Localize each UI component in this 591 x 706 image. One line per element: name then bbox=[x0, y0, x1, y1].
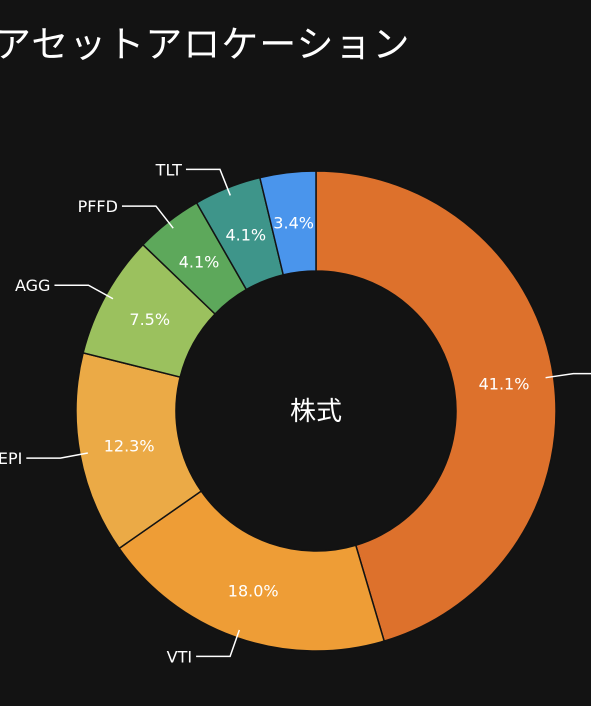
leader-line-agg bbox=[54, 284, 114, 300]
slice-vt bbox=[315, 170, 557, 643]
leader-line-epi bbox=[26, 452, 88, 459]
pct-label-epi: 12.3% bbox=[104, 436, 155, 455]
labels-layer: 41.1%VT18.0%VTI12.3%EPI7.5%AGG4.1%PFFD4.… bbox=[0, 160, 530, 666]
page-title: アセットアロケーション bbox=[0, 23, 411, 66]
slice-other bbox=[258, 170, 317, 276]
leader-line-vti bbox=[196, 629, 241, 658]
pct-label-vt: 41.1% bbox=[479, 375, 530, 394]
pct-label-tlt: 4.1% bbox=[225, 225, 266, 244]
leader-line-vt bbox=[545, 372, 591, 379]
slice-vti bbox=[118, 490, 386, 652]
leader-line-tlt bbox=[185, 168, 231, 196]
leader-lines-layer bbox=[26, 168, 591, 658]
pct-label-vti: 18.0% bbox=[228, 581, 279, 600]
leader-line-pffd bbox=[121, 205, 174, 229]
category-label-vti: VTI bbox=[167, 647, 192, 666]
category-label-epi: EPI bbox=[0, 449, 22, 468]
category-label-tlt: TLT bbox=[155, 160, 182, 179]
pct-label-other: 3.4% bbox=[273, 213, 314, 232]
category-label-pffd: PFFD bbox=[78, 197, 118, 216]
pct-label-agg: 7.5% bbox=[129, 310, 170, 329]
center-label: 株式 bbox=[290, 397, 342, 427]
pct-label-pffd: 4.1% bbox=[179, 252, 220, 271]
slices-layer bbox=[75, 170, 557, 652]
category-label-agg: AGG bbox=[15, 276, 50, 295]
